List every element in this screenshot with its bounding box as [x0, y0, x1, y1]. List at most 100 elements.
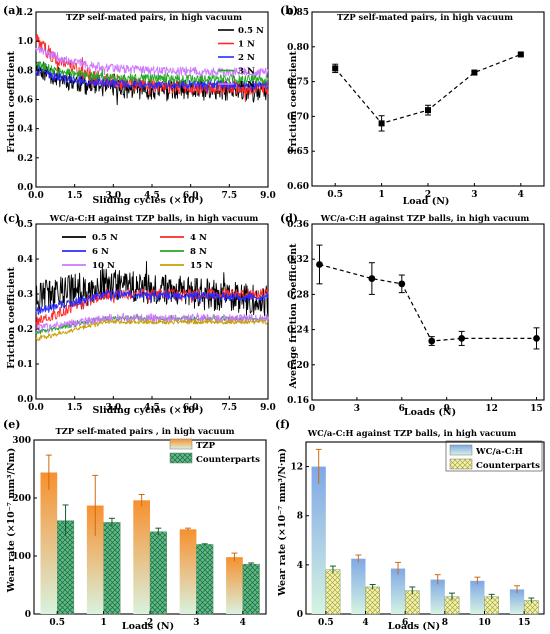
legend-label-e: Counterparts	[196, 455, 260, 465]
bar-e-0	[133, 500, 150, 614]
marks-a	[35, 34, 269, 106]
bar-f-0	[470, 580, 485, 614]
x-tick-label-c: 9.0	[260, 403, 276, 413]
series-line-c-0	[35, 261, 269, 317]
chart-title-e: TZP self-mated pairs , in high vacuum	[56, 426, 235, 436]
y-axis-label-b: Friction coefficient	[288, 50, 299, 152]
data-point-b	[517, 51, 524, 58]
x-tick-label-e: 1	[100, 618, 106, 628]
ticks-d: 0.16 0.20 0.24 0.28 0.32 0.36 0 3 6 9 12 15	[287, 220, 543, 414]
y-tick-label-e: 0	[25, 610, 31, 620]
y-tick-label-d: 0.32	[287, 255, 309, 265]
y-tick-label-b: 0.70	[287, 112, 309, 122]
marks-b	[332, 51, 524, 132]
x-tick-label-a: 9.0	[260, 191, 276, 201]
data-point-b	[425, 107, 431, 114]
legend-label-e: TZP	[196, 441, 216, 451]
x-tick-label-b: 1	[378, 190, 384, 200]
legend-frame-f	[445, 440, 543, 472]
bar-e-0	[179, 529, 197, 614]
panel-label-a: (a)	[3, 4, 21, 17]
x-tick-label-a: 0.0	[28, 191, 44, 201]
bar-e-1	[149, 531, 167, 615]
series-line-c-5	[35, 318, 269, 342]
panel-a: (a) TZP self-mated pairs, in high vacuum…	[3, 4, 276, 206]
panel-label-d: (d)	[280, 212, 298, 225]
y-tick-label-d: 0.28	[287, 290, 309, 300]
legend-e: TZP Counterparts	[169, 438, 260, 465]
legend-label-c: 15 N	[190, 261, 213, 271]
x-tick-label-f: 15	[518, 618, 531, 628]
x-tick-label-a: 1.5	[67, 191, 83, 201]
panel-label-b: (b)	[280, 4, 298, 17]
x-tick-label-f: 0.5	[318, 618, 334, 628]
y-tick-label-e: 300	[12, 436, 31, 446]
y-axis-label-e: Wear rate (×10⁻⁷ mm³/Nm)	[6, 448, 17, 593]
y-tick-label-e: 200	[12, 494, 31, 504]
bar-f-0	[311, 466, 326, 614]
data-point-d	[368, 275, 376, 282]
y-tick-label-a: 0.4	[17, 125, 33, 135]
x-tick-label-d: 3	[354, 404, 360, 414]
marks-e	[40, 454, 260, 615]
x-tick-label-e: 2	[147, 618, 153, 628]
axes-b	[311, 11, 545, 187]
marks-d	[316, 244, 540, 350]
panel-label-e: (e)	[3, 418, 20, 431]
axes-d	[311, 223, 545, 401]
chart-title-b: TZP self-mated pairs, in high vacuum	[337, 12, 513, 22]
x-tick-label-c: 7.5	[221, 403, 237, 413]
series-line-a-2	[35, 64, 269, 93]
series-line-a-4	[35, 45, 269, 78]
x-tick-label-d: 15	[530, 404, 543, 414]
y-tick-label-f: 12	[290, 463, 303, 473]
x-tick-label-e: 4	[240, 618, 246, 628]
x-tick-label-f: 10	[478, 618, 491, 628]
y-tick-label-d: 0.16	[287, 396, 309, 406]
bar-f-0	[430, 579, 445, 614]
x-tick-label-f: 6	[402, 618, 408, 628]
data-point-d	[533, 335, 540, 342]
bar-e-1	[196, 544, 214, 615]
y-tick-label-d: 0.20	[287, 361, 309, 371]
bar-f-1	[365, 586, 380, 615]
x-axis-label-c: Sliding cycles (×10⁴)	[93, 405, 204, 416]
legend-swatch-e	[169, 438, 193, 450]
panel-e: (e) TZP self-mated pairs , in high vacuu…	[3, 418, 267, 632]
x-tick-label-d: 0	[309, 404, 315, 414]
y-tick-label-a: 1.0	[17, 37, 33, 47]
y-tick-label-c: 0.1	[17, 360, 33, 370]
x-axis-label-f: Loads (N)	[388, 621, 440, 632]
ticks-a: 0.0 0.2 0.4 0.6 0.8 1.0 1.2 0.0 1.5 3.0 4.5 6.0 7.5 9…	[17, 8, 276, 201]
y-tick-label-d: 0.36	[287, 220, 309, 230]
chart-title-c: WC/a-C:H against TZP balls, in high vacu…	[49, 213, 259, 223]
x-tick-label-d: 9	[444, 404, 450, 414]
panel-c: (c) WC/a-C:H against TZP balls, in high …	[3, 212, 276, 416]
y-tick-label-c: 0.0	[17, 395, 33, 405]
series-line-c-1	[35, 287, 269, 326]
y-tick-label-a: 1.2	[17, 8, 33, 18]
ticks-f: 0.5 4 6 8 10 15 0 4 8 12	[290, 463, 530, 628]
legend-swatch-e	[169, 452, 193, 464]
axes-f	[305, 441, 545, 615]
ticks-b: 0.5 1 2 3 4 0.60 0.65 0.70 0.75 0.80 0.85	[287, 8, 524, 200]
marks-c	[35, 261, 269, 342]
chart-title-f: WC/a-C:H against TZP balls, in high vacu…	[307, 428, 517, 438]
panel-label-c: (c)	[3, 212, 20, 225]
x-tick-label-c: 0.0	[28, 403, 44, 413]
y-tick-label-f: 4	[297, 561, 303, 571]
x-tick-label-e: 3	[193, 618, 199, 628]
marks-f	[311, 448, 539, 615]
bar-f-1	[484, 596, 499, 615]
y-tick-label-a: 0.2	[17, 154, 33, 164]
panel-b: (b) TZP self-mated pairs, in high vacuum…	[280, 4, 545, 207]
y-tick-label-c: 0.2	[17, 325, 33, 335]
x-axis-label-b: Load (N)	[403, 196, 450, 207]
y-axis-label-f: Wear rate (×10⁻⁷ mm³/N·m)	[277, 448, 288, 597]
data-point-d	[398, 280, 406, 288]
x-tick-label-a: 6.0	[183, 191, 199, 201]
bar-f-0	[509, 589, 525, 614]
y-tick-label-a: 0.8	[17, 66, 33, 76]
bar-e-0	[226, 557, 243, 614]
legend-label-a: 4 N	[238, 80, 255, 90]
